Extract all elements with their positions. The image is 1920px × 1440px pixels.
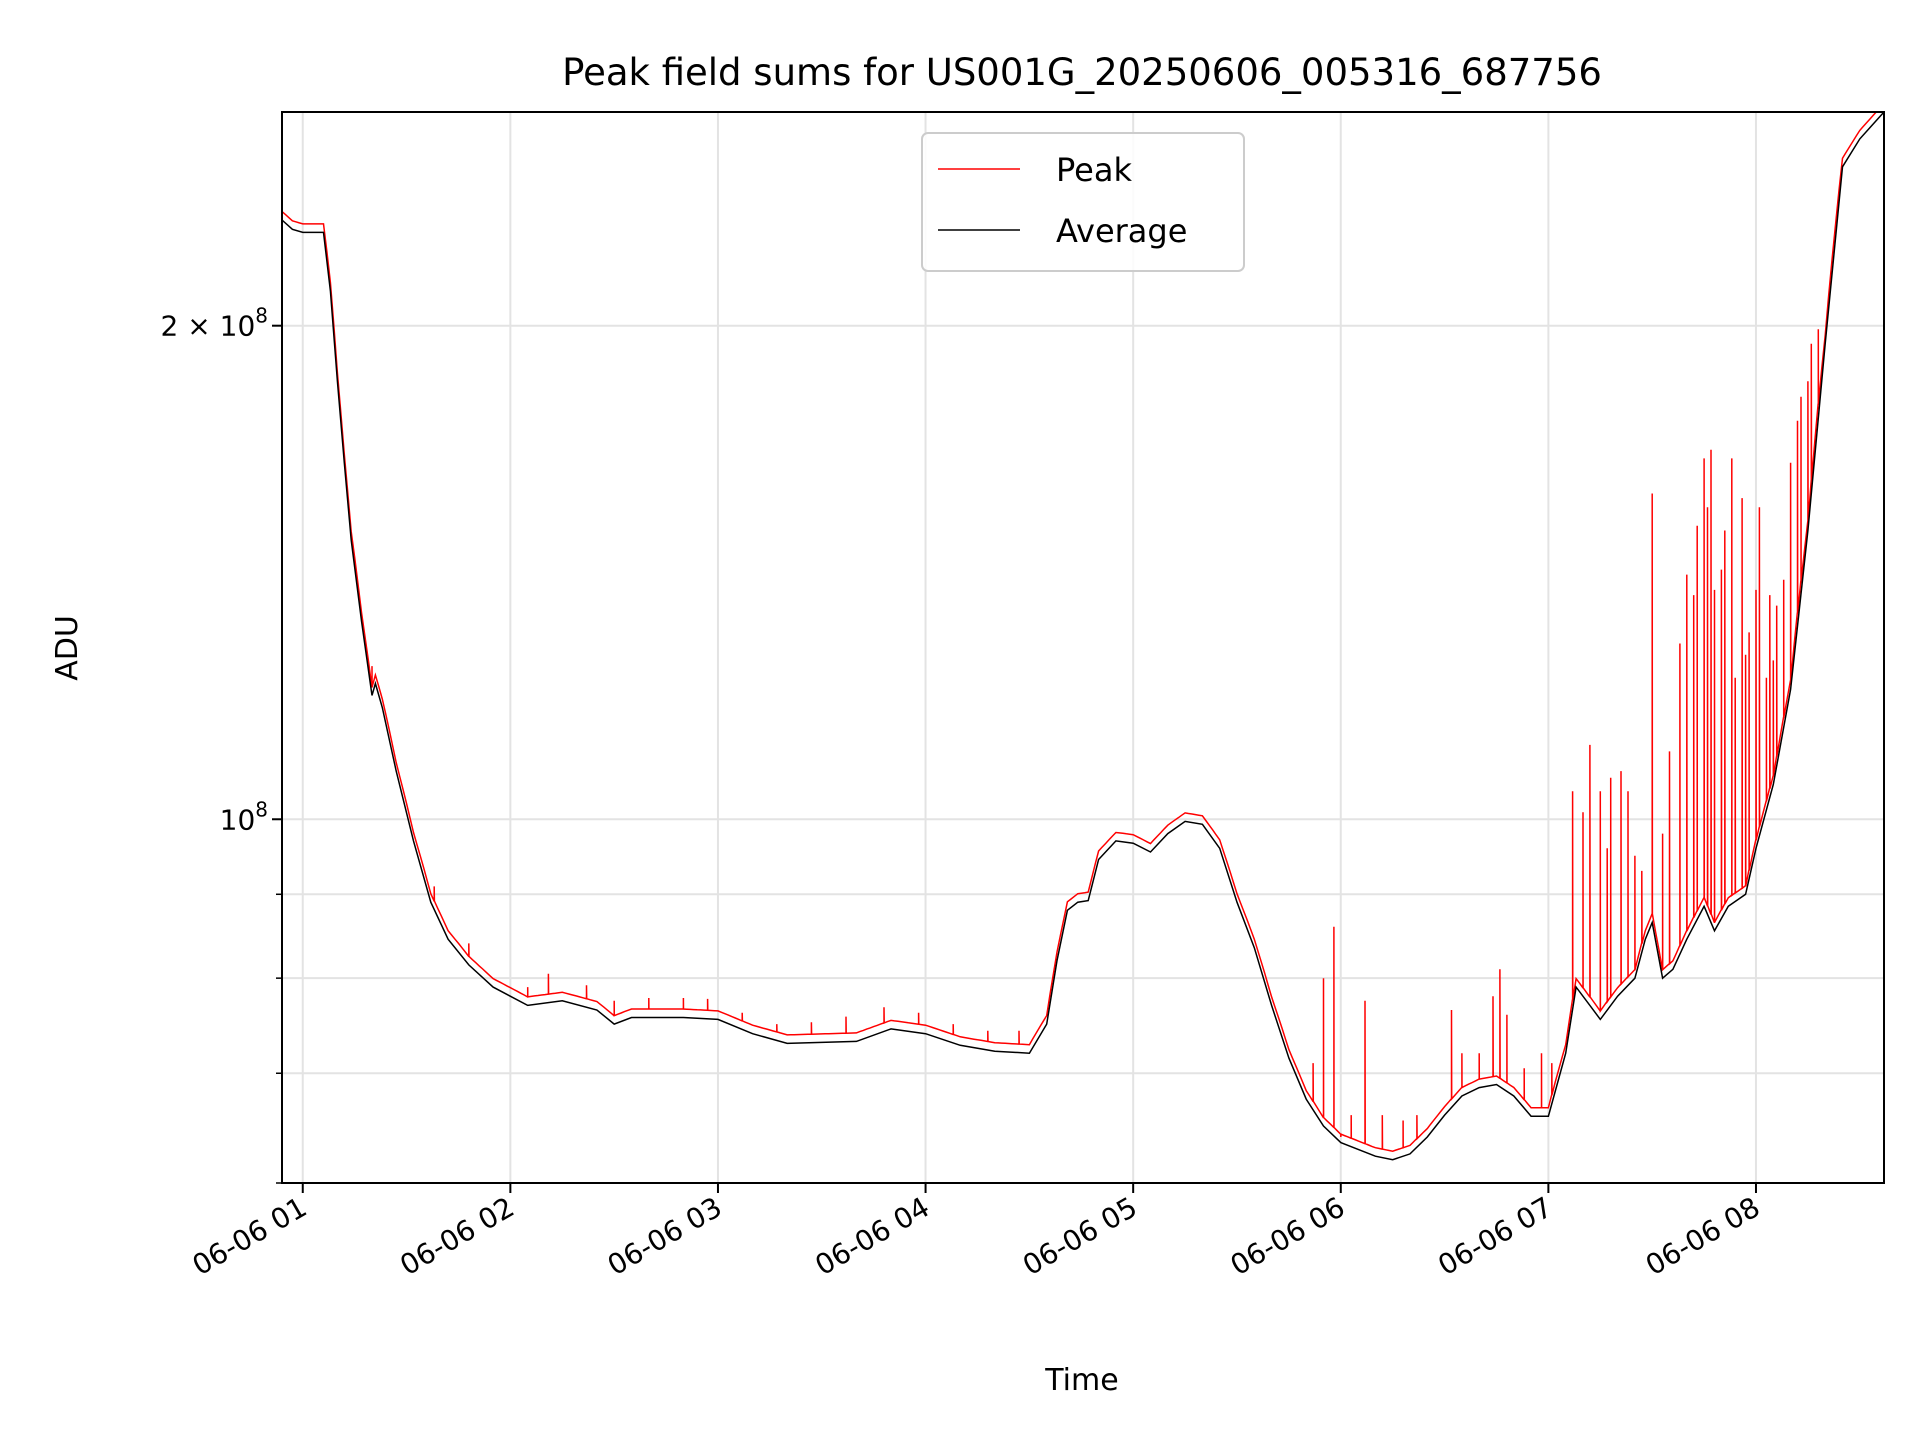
- legend-box: [921, 132, 1245, 272]
- legend: Peak Average: [921, 132, 1245, 272]
- series-line-peak: [282, 112, 1878, 1152]
- legend-label-average: Average: [1056, 212, 1187, 250]
- plot-frame: [281, 111, 1885, 1184]
- y-axis-label: ADU: [50, 615, 85, 681]
- x-axis-label: Time: [1044, 1363, 1118, 1398]
- y-tick-label: 108: [220, 797, 268, 836]
- legend-label-peak: Peak: [1056, 151, 1132, 189]
- chart-title: Peak field sums for US001G_20250606_0053…: [562, 51, 1602, 94]
- series-layer: [282, 112, 1884, 1161]
- y-tick-label: 2 × 108: [161, 304, 268, 343]
- series-line-average: [282, 112, 1884, 1161]
